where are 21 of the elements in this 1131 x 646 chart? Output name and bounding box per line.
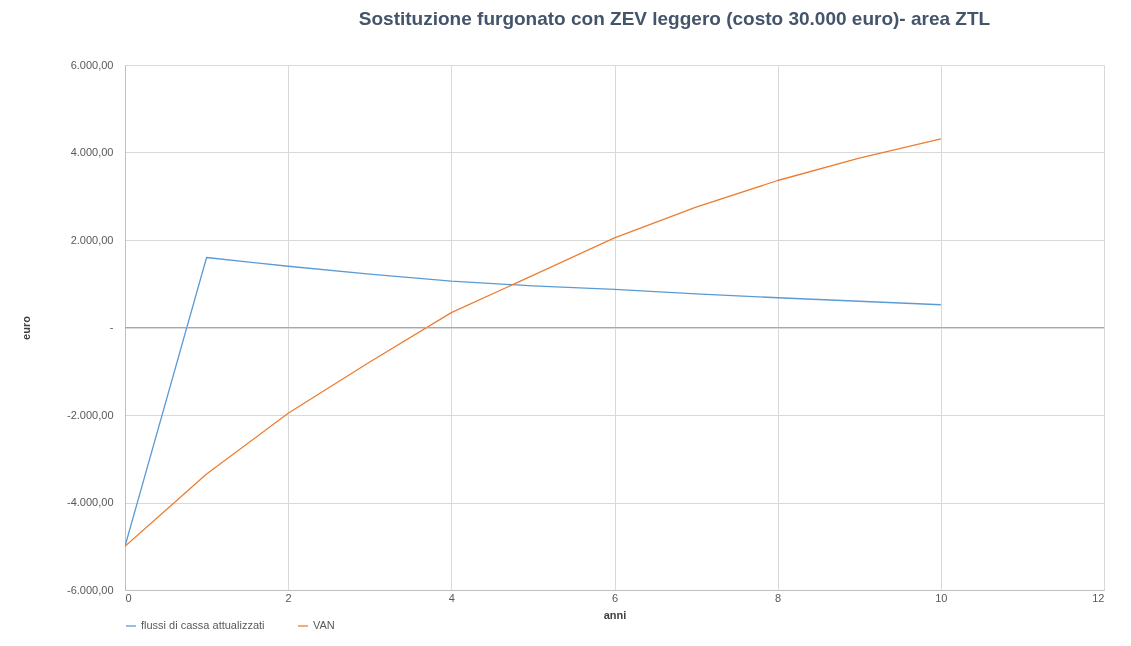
line-series: [125, 138, 942, 547]
x-axis-title: anni: [603, 608, 627, 621]
y-tick-label: 6.000,00: [70, 58, 114, 71]
x-tick-label: 12: [1092, 591, 1105, 604]
y-tick-label: -6.000,00: [67, 583, 114, 596]
line-series: [125, 256, 942, 547]
y-tick-label: 4.000,00: [70, 146, 114, 158]
y-tick-label: -2.000,00: [67, 408, 114, 421]
y-tick-label: -4.000,00: [67, 496, 114, 508]
x-tick-label: 8: [775, 591, 782, 604]
y-tick-label: 2.000,00: [70, 233, 114, 246]
legend-label: flussi di cassa attualizzati: [141, 619, 265, 631]
legend-label: VAN: [313, 619, 335, 631]
y-tick-label: -: [109, 321, 114, 333]
x-tick-label: 4: [448, 591, 455, 604]
chart-title: Sostituzione furgonato con ZEV leggero (costo 30.000 euro)- area ZTL: [358, 8, 991, 29]
x-tick-label: 6: [611, 591, 619, 604]
x-tick-label: 10: [935, 591, 948, 604]
y-axis-title: euro: [20, 315, 33, 340]
x-tick-label: 0: [125, 591, 132, 604]
x-tick-label: 2: [285, 591, 292, 604]
